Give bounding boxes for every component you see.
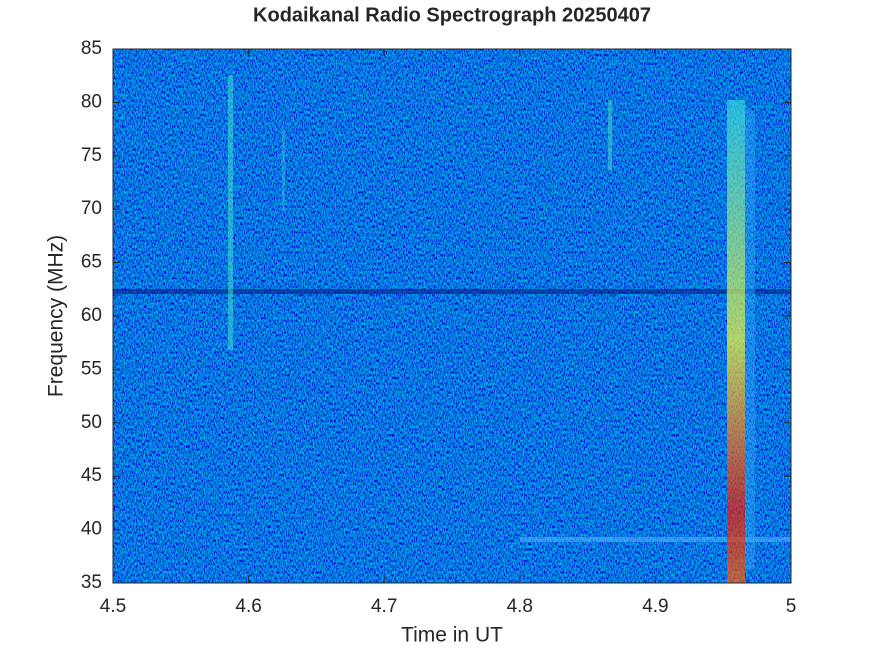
x-axis-label: Time in UT xyxy=(401,624,503,647)
x-tick-label: 4.9 xyxy=(642,596,668,617)
y-tick-label: 75 xyxy=(81,145,102,166)
y-axis-label: Frequency (MHz) xyxy=(45,235,68,397)
y-tick-label: 80 xyxy=(81,91,102,112)
y-tick-label: 45 xyxy=(81,465,102,486)
y-tick-label: 40 xyxy=(81,519,102,540)
x-tick-label: 4.7 xyxy=(371,596,397,617)
chart-title: Kodaikanal Radio Spectrograph 20250407 xyxy=(253,4,651,26)
x-tick-label: 5 xyxy=(786,596,797,617)
y-tick-label: 35 xyxy=(81,572,102,593)
spectrogram-image xyxy=(113,49,791,583)
y-tick-label: 70 xyxy=(81,198,102,219)
y-tick-label: 60 xyxy=(81,305,102,326)
y-tick-label: 85 xyxy=(81,38,102,59)
y-tick-label: 55 xyxy=(81,358,102,379)
x-tick-label: 4.6 xyxy=(235,596,261,617)
y-tick-label: 65 xyxy=(81,252,102,273)
y-tick-label: 50 xyxy=(81,412,102,433)
x-tick-label: 4.5 xyxy=(100,596,126,617)
x-tick-label: 4.8 xyxy=(507,596,533,617)
